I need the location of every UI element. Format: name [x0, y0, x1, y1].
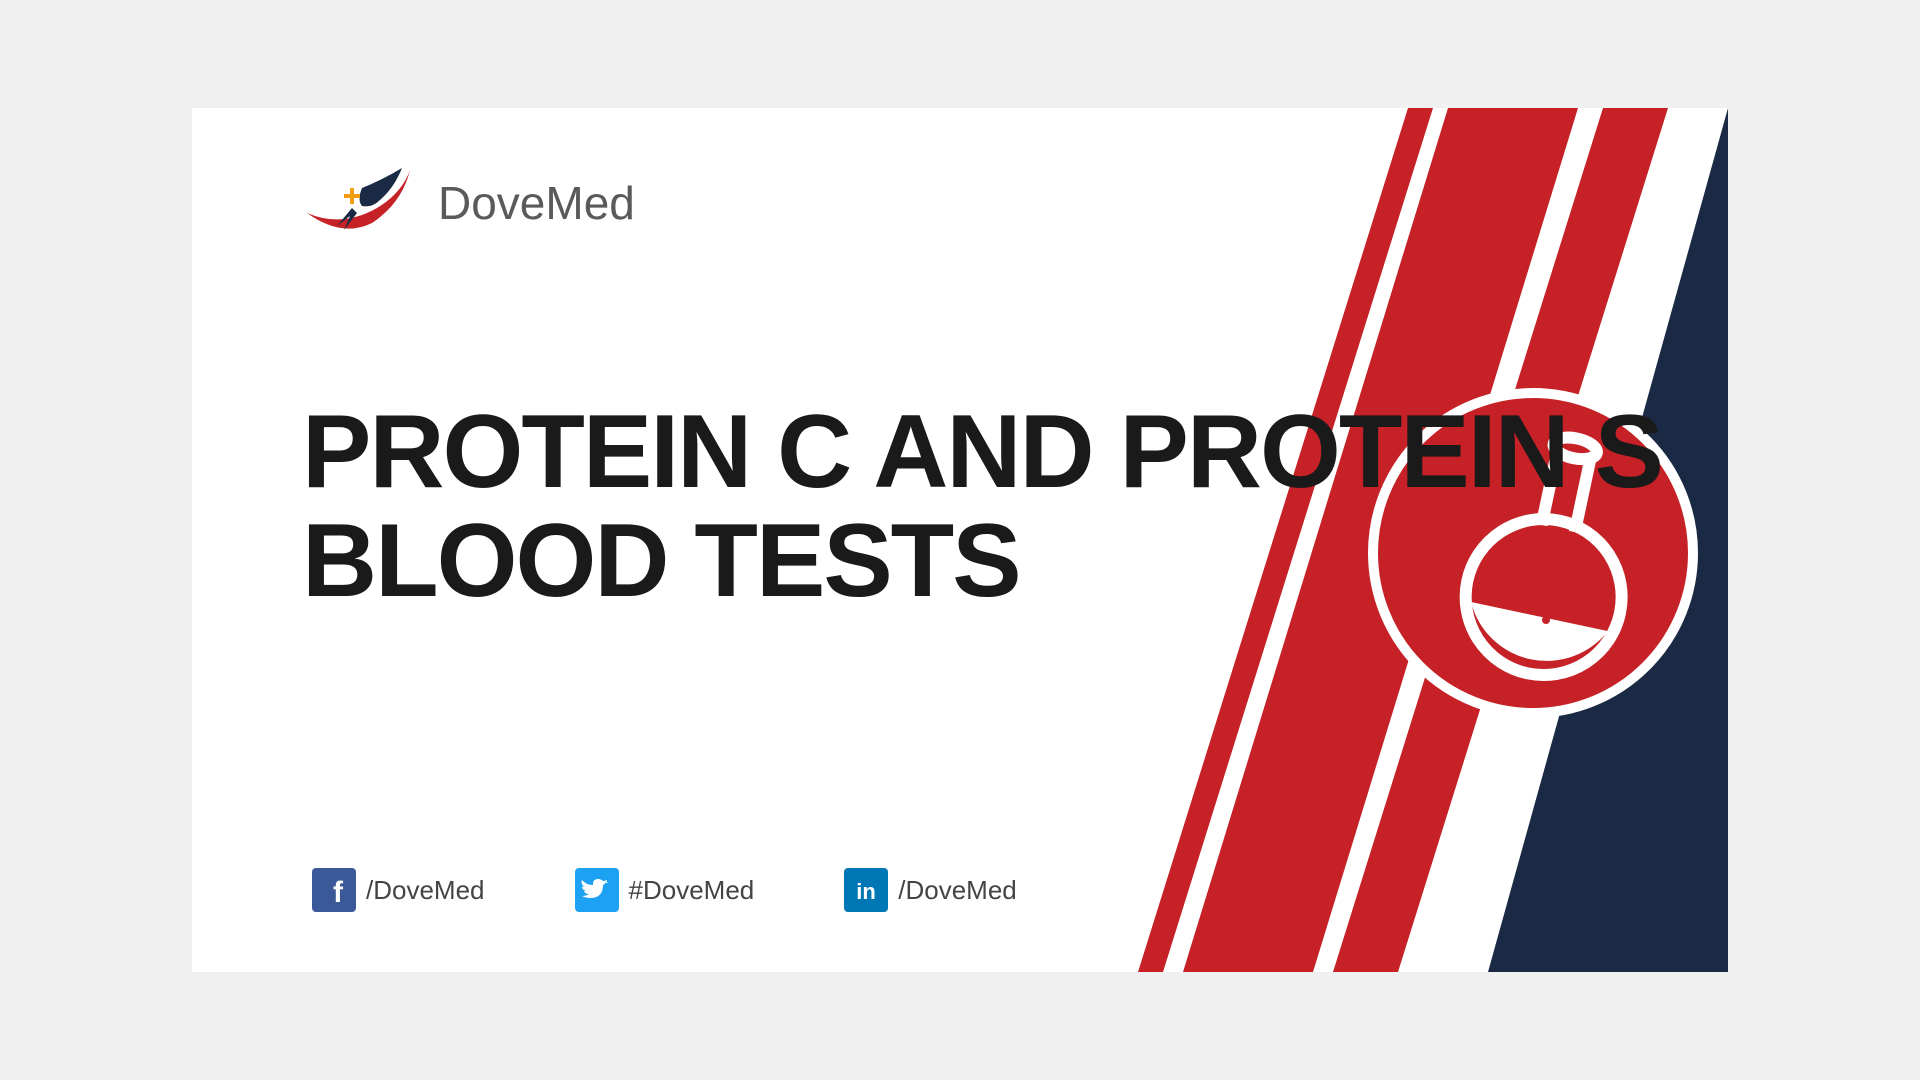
social-linkedin[interactable]: in /DoveMed — [844, 868, 1017, 912]
social-handle: /DoveMed — [366, 875, 485, 906]
brand-name: DoveMed — [438, 176, 635, 230]
card: DoveMed PROTEIN C AND PROTEIN S BLOOD TE… — [192, 108, 1728, 972]
social-handle: /DoveMed — [898, 875, 1017, 906]
social-facebook[interactable]: f /DoveMed — [312, 868, 485, 912]
page-title: PROTEIN C AND PROTEIN S BLOOD TESTS — [302, 398, 1728, 616]
social-twitter[interactable]: #DoveMed — [575, 868, 755, 912]
social-handle: #DoveMed — [629, 875, 755, 906]
social-row: f /DoveMed #DoveMed in /DoveMed — [312, 868, 1017, 912]
brand-logo: DoveMed — [302, 158, 635, 248]
svg-text:f: f — [333, 876, 344, 909]
linkedin-icon: in — [844, 868, 888, 912]
twitter-icon — [575, 868, 619, 912]
svg-text:in: in — [856, 879, 876, 904]
dove-icon — [302, 158, 422, 248]
facebook-icon: f — [312, 868, 356, 912]
